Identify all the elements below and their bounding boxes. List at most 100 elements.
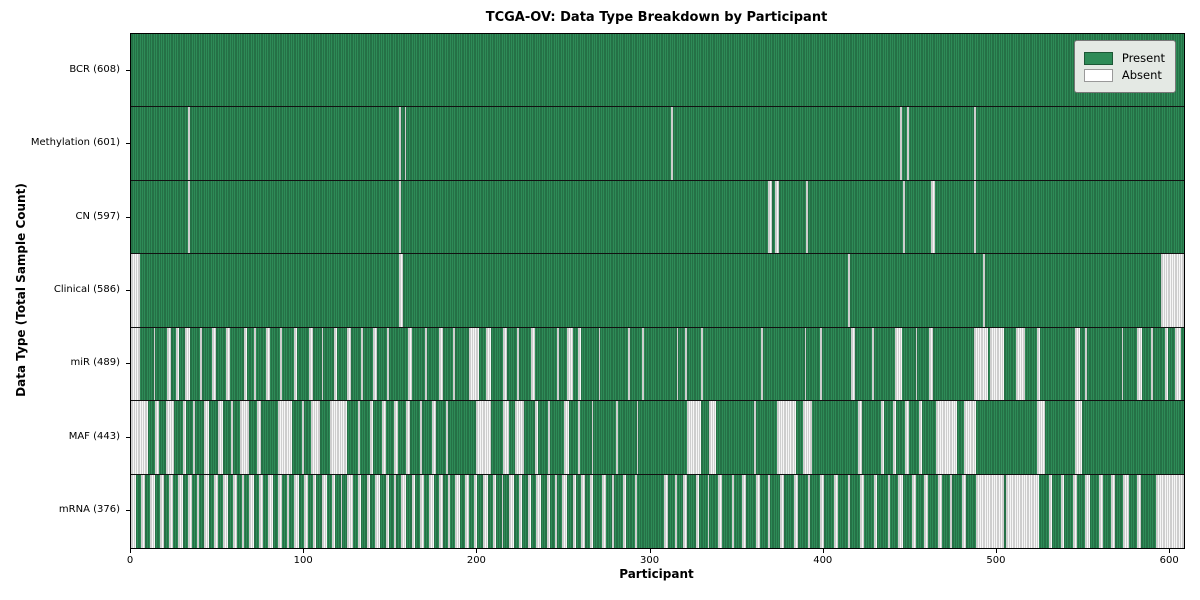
absent-segment-mRNA <box>259 474 263 548</box>
absent-segment-mRNA <box>602 474 606 548</box>
absent-segment-mRNA <box>160 474 164 548</box>
absent-segment-mRNA <box>366 474 370 548</box>
absent-segment-MAF <box>1036 401 1046 474</box>
absent-segment-MAF <box>182 401 187 474</box>
xtick-label-100: 100 <box>293 555 313 566</box>
absent-segment-mRNA <box>612 474 615 548</box>
chart-title: TCGA-OV: Data Type Breakdown by Particip… <box>485 10 828 25</box>
absent-segment-mRNA <box>278 474 282 548</box>
xtick-mark <box>303 549 305 553</box>
absent-segment-MAF <box>278 401 293 474</box>
absent-segment-mRNA <box>177 474 183 548</box>
absent-segment-miR <box>425 327 428 401</box>
absent-segment-CN <box>931 180 935 254</box>
absent-segment-MAF <box>370 401 374 474</box>
absent-segment-miR <box>439 327 443 401</box>
absent-segment-MAF <box>311 401 320 474</box>
absent-segment-MAF <box>615 401 618 474</box>
xtick-mark <box>995 549 997 553</box>
absent-segment-mRNA <box>664 474 668 548</box>
absent-segment-mRNA <box>536 474 542 548</box>
absent-segment-miR <box>761 327 764 401</box>
absent-segment-MAF <box>257 401 261 474</box>
absent-segment-mRNA <box>674 474 677 548</box>
absent-segment-miR <box>408 327 412 401</box>
absent-segment-miR <box>453 327 455 401</box>
absent-segment-miR <box>517 327 519 401</box>
absent-segment-MAF <box>591 401 594 474</box>
xtick-mark <box>130 549 131 553</box>
absent-segment-CN <box>188 180 190 254</box>
absent-segment-miR <box>167 327 171 401</box>
absent-segment-mRNA <box>141 474 145 548</box>
absent-segment-miR <box>1151 327 1153 401</box>
xtick-mark <box>476 549 478 553</box>
xtick-mark <box>822 549 824 553</box>
absent-segment-mRNA <box>860 474 864 548</box>
absent-segment-mRNA <box>1111 474 1115 548</box>
absent-segment-MAF <box>155 401 159 474</box>
absent-segment-MAF <box>880 401 885 474</box>
absent-segment-mRNA <box>1061 474 1065 548</box>
absent-segment-miR <box>1016 327 1025 401</box>
absent-segment-miR <box>176 327 180 401</box>
legend-swatch-absent <box>1083 68 1113 82</box>
absent-segment-MAF <box>406 401 410 474</box>
x-axis: 0 100 200 300 400 500 600 <box>126 549 1183 579</box>
ytick-label-Clinical: Clinical (586) <box>53 284 120 295</box>
absent-segment-miR <box>347 327 351 401</box>
row-miR <box>131 327 1184 402</box>
absent-segment-miR <box>200 327 202 401</box>
absent-segment-MAF <box>420 401 422 474</box>
absent-segment-mRNA <box>267 474 273 548</box>
absent-segment-mRNA <box>482 474 488 548</box>
absent-segment-miR <box>577 327 582 401</box>
absent-segment-miR <box>212 327 216 401</box>
absent-segment-MAF <box>446 401 448 474</box>
ytick-mark <box>126 69 130 71</box>
absent-segment-mRNA <box>312 474 317 548</box>
absent-segment-mRNA <box>420 474 424 548</box>
absent-segment-miR <box>974 327 989 401</box>
ytick-mark <box>126 510 130 512</box>
absent-segment-miR <box>567 327 573 401</box>
xtick-label-0: 0 <box>126 555 134 566</box>
absent-segment-mRNA <box>527 474 532 548</box>
ytick-mark <box>126 143 130 145</box>
absent-segment-MAF <box>217 401 223 474</box>
absent-segment-MAF <box>302 401 305 474</box>
ytick-label-BCR: BCR (608) <box>69 63 120 75</box>
legend-label: Present <box>1121 51 1165 65</box>
absent-segment-mRNA <box>794 474 798 548</box>
absent-segment-mRNA <box>286 474 289 548</box>
absent-segment-miR <box>915 327 918 401</box>
absent-segment-mRNA <box>439 474 443 548</box>
legend-entry-absent: Absent <box>1083 68 1165 82</box>
absent-segment-mRNA <box>683 474 687 548</box>
absent-segment-mRNA <box>887 474 890 548</box>
absent-segment-miR <box>309 327 313 401</box>
absent-segment-mRNA <box>898 474 904 548</box>
absent-segment-mRNA <box>873 474 878 548</box>
absent-segment-mRNA <box>454 474 461 548</box>
xtick-label-300: 300 <box>640 555 660 566</box>
absent-segment-MAF <box>432 401 436 474</box>
absent-segment-Methylation <box>899 107 902 180</box>
absent-segment-miR <box>700 327 703 401</box>
row-CN <box>131 180 1184 255</box>
absent-segment-mRNA <box>401 474 407 548</box>
absent-segment-miR <box>226 327 230 401</box>
absent-segment-mRNA <box>768 474 771 548</box>
absent-segment-mRNA <box>131 474 137 548</box>
absent-segment-mRNA <box>1099 474 1103 548</box>
absent-segment-miR <box>243 327 248 401</box>
absent-segment-miR <box>1074 327 1081 401</box>
absent-segment-miR <box>531 327 535 401</box>
absent-segment-MAF <box>964 401 977 474</box>
absent-segment-miR <box>990 327 1004 401</box>
absent-segment-miR <box>153 327 156 401</box>
absent-segment-miR <box>1137 327 1143 401</box>
absent-segment-mRNA <box>1156 474 1184 548</box>
absent-segment-miR <box>468 327 480 401</box>
absent-segment-MAF <box>394 401 398 474</box>
